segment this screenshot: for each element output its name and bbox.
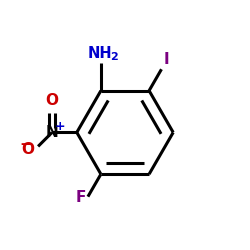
Text: O: O bbox=[21, 142, 34, 156]
Text: I: I bbox=[164, 52, 169, 67]
Text: −: − bbox=[19, 136, 32, 152]
Text: N: N bbox=[46, 125, 58, 140]
Text: NH: NH bbox=[87, 46, 112, 62]
Text: 2: 2 bbox=[110, 52, 118, 62]
Text: O: O bbox=[46, 93, 59, 108]
Text: F: F bbox=[76, 190, 86, 206]
Text: +: + bbox=[54, 120, 65, 134]
